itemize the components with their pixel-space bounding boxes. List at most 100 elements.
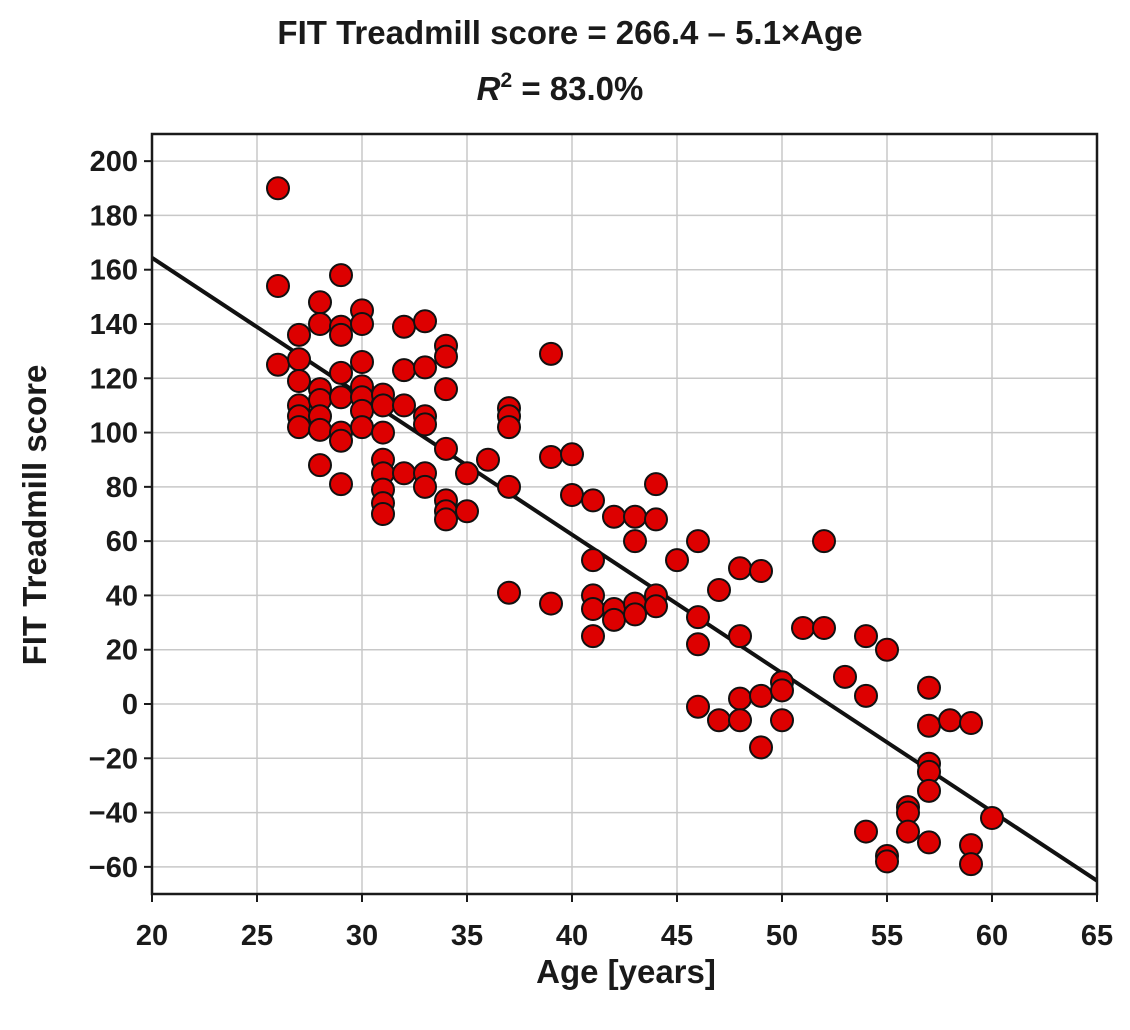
y-tick-label: 80 xyxy=(106,472,138,504)
data-point xyxy=(875,849,899,874)
data-point xyxy=(413,355,437,380)
data-point xyxy=(959,711,983,735)
data-point xyxy=(497,474,521,499)
data-point xyxy=(371,502,395,526)
data-point xyxy=(917,830,941,855)
y-tick-label: 120 xyxy=(90,363,138,395)
y-tick-label: 60 xyxy=(106,526,138,558)
data-point xyxy=(854,624,878,649)
data-point xyxy=(770,678,794,703)
data-point xyxy=(791,616,815,640)
data-point xyxy=(434,507,458,532)
y-tick-label: 160 xyxy=(90,255,138,287)
data-point xyxy=(623,602,647,627)
plot-area-frame xyxy=(150,132,1099,896)
data-point xyxy=(917,675,941,700)
data-point xyxy=(581,548,605,573)
y-tick-label: −20 xyxy=(89,743,138,775)
data-point xyxy=(581,488,605,513)
data-point xyxy=(812,529,836,554)
chart-title-line2: R2 = 83.0% xyxy=(477,69,644,107)
data-point xyxy=(560,483,584,507)
data-point xyxy=(350,415,374,440)
data-point xyxy=(623,529,647,554)
data-point xyxy=(371,420,395,445)
data-points xyxy=(266,176,1004,877)
data-point xyxy=(623,504,647,529)
x-tick-label: 60 xyxy=(976,920,1008,952)
data-point xyxy=(329,472,353,497)
x-tick-label: 20 xyxy=(136,920,168,952)
data-point xyxy=(266,274,290,298)
data-point xyxy=(308,312,332,336)
data-point xyxy=(938,708,962,733)
chart-title-line1: FIT Treadmill score = 266.4 – 5.1×Age xyxy=(277,14,862,51)
data-point xyxy=(392,461,416,486)
data-point xyxy=(749,559,773,583)
data-point xyxy=(770,708,794,733)
data-point xyxy=(917,778,941,803)
data-point xyxy=(392,358,416,383)
data-point xyxy=(581,597,605,621)
data-point xyxy=(728,708,752,733)
data-point xyxy=(854,819,878,844)
x-tick-label: 45 xyxy=(661,920,693,952)
data-point xyxy=(287,347,311,372)
data-point xyxy=(539,591,563,616)
data-point xyxy=(749,683,773,708)
y-tick-label: 20 xyxy=(106,635,138,667)
data-point xyxy=(812,616,836,640)
x-tick-label: 40 xyxy=(556,920,588,952)
y-tick-label: 140 xyxy=(90,309,138,341)
data-point xyxy=(959,852,983,877)
data-point xyxy=(350,312,374,336)
data-point xyxy=(539,341,563,366)
data-point xyxy=(308,453,332,478)
y-tick-label: −40 xyxy=(89,798,138,830)
x-tick-label: 65 xyxy=(1081,920,1113,952)
x-axis-label: Age [years] xyxy=(536,953,716,990)
data-point xyxy=(413,412,437,437)
data-point xyxy=(329,322,353,347)
data-point xyxy=(581,624,605,649)
data-point xyxy=(329,428,353,453)
x-tick-label: 35 xyxy=(451,920,483,952)
r-squared-value: = 83.0% xyxy=(512,70,643,107)
data-point xyxy=(497,580,521,605)
data-point xyxy=(728,686,752,711)
data-point xyxy=(308,417,332,442)
data-point xyxy=(329,263,353,288)
y-axis-label: FIT Treadmill score xyxy=(16,365,53,666)
data-point xyxy=(287,369,311,393)
data-point xyxy=(434,436,458,461)
data-point xyxy=(707,578,731,602)
y-tick-label: 0 xyxy=(122,689,138,721)
data-point xyxy=(686,694,710,719)
y-tick-label: 40 xyxy=(106,580,138,612)
y-tick-label: 200 xyxy=(90,146,138,178)
r-squared-superscript: 2 xyxy=(500,69,512,92)
data-point xyxy=(413,474,437,499)
data-point xyxy=(644,507,668,532)
data-point xyxy=(455,461,479,486)
data-point xyxy=(413,309,437,334)
data-point xyxy=(287,322,311,347)
data-point xyxy=(980,806,1004,830)
data-point xyxy=(875,637,899,662)
x-tick-label: 55 xyxy=(871,920,903,952)
x-axis-tick-labels: 20 25 30 35 40 45 50 55 60 65 xyxy=(136,920,1113,952)
data-point xyxy=(266,176,290,201)
data-point xyxy=(371,393,395,418)
axis-ticks xyxy=(144,160,1098,902)
data-point xyxy=(266,352,290,377)
data-point xyxy=(749,735,773,760)
data-point xyxy=(329,360,353,385)
x-tick-label: 30 xyxy=(346,920,378,952)
data-point xyxy=(707,708,731,733)
data-point xyxy=(434,344,458,369)
grid xyxy=(151,134,1098,894)
data-point xyxy=(665,548,689,573)
data-point xyxy=(833,664,857,689)
data-point xyxy=(686,632,710,657)
